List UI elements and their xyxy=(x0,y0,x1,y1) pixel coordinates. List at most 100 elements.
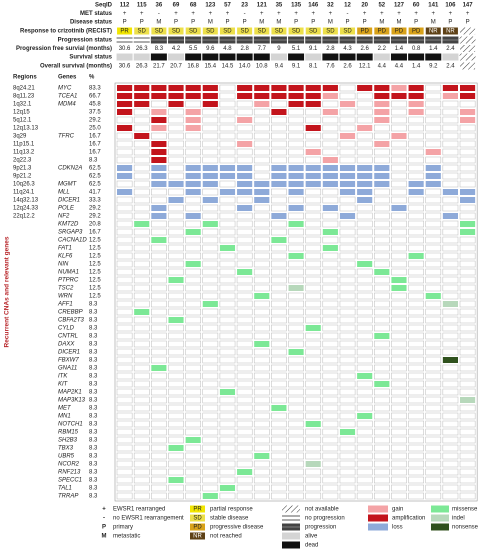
empty-cell xyxy=(459,156,476,164)
empty-cell xyxy=(202,356,219,364)
empty-cell xyxy=(459,132,476,140)
empty-cell xyxy=(339,380,356,388)
empty-cell xyxy=(408,444,424,452)
empty-cell xyxy=(425,308,442,316)
alteration-cell xyxy=(460,85,476,91)
alteration-cell xyxy=(425,181,441,187)
header-label: Overall survival (months) xyxy=(40,64,112,70)
empty-cell xyxy=(116,428,133,436)
empty-cell xyxy=(322,420,339,428)
empty-cell xyxy=(253,348,270,356)
response-box xyxy=(425,27,441,35)
empty-cell xyxy=(339,196,356,204)
sample-id: 52 xyxy=(378,3,385,9)
empty-cell xyxy=(133,212,150,220)
empty-cell xyxy=(151,100,167,108)
empty-cell xyxy=(288,228,304,236)
empty-cell xyxy=(271,324,287,332)
alteration-cell xyxy=(202,101,218,107)
alteration-cell xyxy=(391,285,407,291)
empty-cell xyxy=(356,252,373,260)
empty-cell xyxy=(339,300,356,308)
empty-cell xyxy=(151,332,167,340)
empty-cell xyxy=(408,412,424,420)
header-value: P xyxy=(311,20,315,26)
region-label: 8q24.21 xyxy=(13,86,35,92)
empty-cell xyxy=(391,452,407,460)
empty-cell xyxy=(356,308,373,316)
alteration-cell xyxy=(391,85,407,91)
empty-cell xyxy=(339,420,356,428)
empty-cell xyxy=(374,364,390,372)
empty-cell xyxy=(236,212,253,220)
alteration-cell xyxy=(288,349,304,355)
empty-cell xyxy=(236,236,253,244)
status-alive xyxy=(373,53,390,61)
header-value: M xyxy=(396,20,401,26)
empty-cell xyxy=(374,356,390,364)
empty-cell xyxy=(322,260,339,268)
empty-cell xyxy=(236,132,253,140)
response-code: SD xyxy=(240,29,249,35)
alteration-cell xyxy=(219,165,236,171)
sample-id: 123 xyxy=(205,3,216,9)
empty-cell xyxy=(133,404,150,412)
status-alive xyxy=(168,53,185,61)
status-dead xyxy=(219,53,236,61)
empty-cell xyxy=(185,388,202,396)
empty-cell xyxy=(185,356,202,364)
empty-cell xyxy=(253,324,270,332)
alteration-cell xyxy=(322,85,338,91)
gene-label: MLL xyxy=(58,190,70,196)
alteration-cell xyxy=(305,101,321,107)
empty-cell xyxy=(202,140,219,148)
empty-cell xyxy=(442,252,459,260)
sample-id: 36 xyxy=(156,3,163,9)
alteration-cell xyxy=(219,189,236,195)
empty-cell xyxy=(322,324,339,332)
empty-cell xyxy=(168,380,184,388)
grid-frame xyxy=(114,82,478,502)
sample-id: 121 xyxy=(257,3,268,9)
empty-cell xyxy=(408,116,424,124)
alteration-cell xyxy=(305,125,321,131)
empty-cell xyxy=(408,356,424,364)
empty-cell xyxy=(408,388,424,396)
empty-cell xyxy=(391,228,407,236)
empty-cell xyxy=(236,220,253,228)
response-code: PD xyxy=(395,29,404,35)
alteration-cell xyxy=(288,285,304,291)
empty-cell xyxy=(151,420,167,428)
empty-cell xyxy=(425,412,442,420)
empty-cell xyxy=(168,388,184,396)
empty-cell xyxy=(236,428,253,436)
empty-cell xyxy=(116,332,133,340)
empty-cell xyxy=(253,220,270,228)
empty-cell xyxy=(425,140,442,148)
empty-cell xyxy=(133,444,150,452)
empty-cell xyxy=(408,124,424,132)
empty-cell xyxy=(151,132,167,140)
empty-cell xyxy=(236,300,253,308)
empty-cell xyxy=(425,300,442,308)
response-box xyxy=(117,27,133,35)
alteration-cell xyxy=(271,181,287,187)
alteration-cell xyxy=(151,173,167,179)
legend-response-code: NR xyxy=(193,534,202,540)
empty-cell xyxy=(168,260,184,268)
empty-cell xyxy=(374,204,390,212)
empty-cell xyxy=(271,452,287,460)
header-value: 26.3 xyxy=(136,64,148,70)
header-value: M xyxy=(431,20,436,26)
alteration-cell xyxy=(288,181,304,187)
empty-cell xyxy=(356,244,373,252)
header-label: MET status xyxy=(80,11,113,17)
percent-label: 16.7 xyxy=(89,142,101,148)
empty-cell xyxy=(236,380,253,388)
sample-id: 35 xyxy=(276,3,283,9)
empty-cell xyxy=(459,148,476,156)
empty-cell xyxy=(168,484,184,492)
empty-cell xyxy=(391,484,407,492)
empty-cell xyxy=(374,284,390,292)
column-header: % xyxy=(89,75,95,81)
